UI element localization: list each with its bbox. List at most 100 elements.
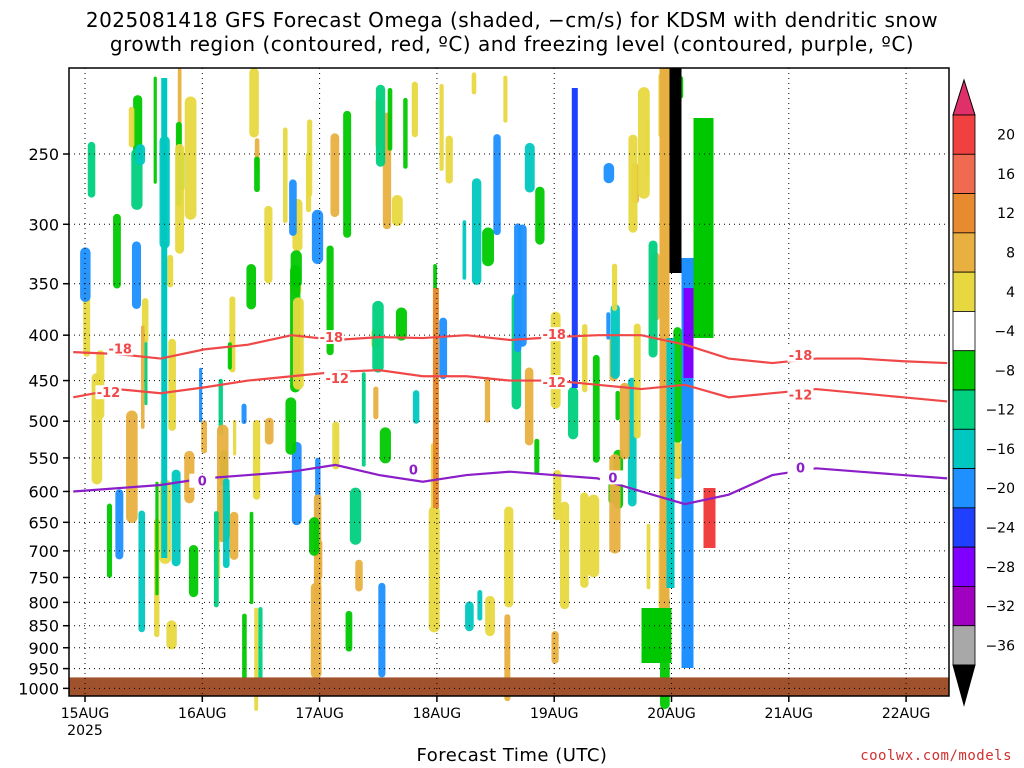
omega-cell <box>462 220 467 280</box>
omega-cell <box>345 610 353 652</box>
y-tick-label: 550 <box>28 449 59 468</box>
omega-cell <box>615 390 620 421</box>
omega-cell <box>485 595 495 637</box>
contour-label-bg <box>400 462 427 477</box>
omega-cell <box>504 506 514 608</box>
omega-cell <box>534 438 540 474</box>
omega-cell <box>592 354 600 463</box>
omega-cell <box>311 209 324 265</box>
x-tick-label: 20AUG <box>647 706 696 722</box>
omega-cell <box>289 179 297 236</box>
x-tick-label: 22AUG <box>882 706 931 722</box>
omega-cell <box>113 213 121 289</box>
y-tick-label: 850 <box>28 617 59 636</box>
contour-labels: -18 -18 -18 -18 -12 -12 -12 -12 0 0 0 0 <box>95 327 814 490</box>
omega-cell <box>535 186 545 245</box>
omega-cell <box>580 492 589 588</box>
y-tick-label: 600 <box>28 482 59 501</box>
omega-cell <box>641 608 672 663</box>
omega-cell <box>168 338 176 431</box>
contour-label-bg <box>324 370 351 385</box>
omega-cell <box>171 469 181 567</box>
y-tick-label: 1000 <box>18 679 59 698</box>
x-tick-label: 16AUG <box>178 706 227 722</box>
omega-cell <box>693 118 714 338</box>
omega-cell <box>646 523 651 590</box>
contour-label-bg <box>189 473 216 488</box>
omega-cell <box>411 81 418 138</box>
omega-cell <box>471 178 482 286</box>
omega-cell <box>155 481 159 596</box>
omega-cell <box>355 559 363 592</box>
contour-label: 0 <box>198 475 207 490</box>
contour-label: 0 <box>409 463 418 478</box>
colorbar: 20 16 12 8 4 −4 −8 −12 −16 −20 −24 −28 −32 −36 <box>952 78 1015 707</box>
omega-cell <box>343 110 352 238</box>
omega-cell <box>252 419 261 500</box>
omega-cell <box>126 410 138 523</box>
omega-cell <box>553 470 562 521</box>
omega-cell <box>184 96 197 220</box>
colorbar-segment <box>952 468 976 509</box>
colorbar-label: 20 <box>997 128 1015 144</box>
colorbar-label: −36 <box>985 638 1015 654</box>
contour-label-bg <box>107 341 134 356</box>
colorbar-top-arrow <box>952 78 976 116</box>
omega-cell <box>648 240 658 358</box>
colorbar-segment <box>952 153 976 194</box>
omega-cell <box>249 68 259 138</box>
omega-cell <box>128 106 135 148</box>
x-tick-label: 19AUG <box>530 706 579 722</box>
omega-cell <box>493 134 501 236</box>
plot-frame <box>68 67 950 697</box>
y-tick-label: 500 <box>28 412 59 431</box>
colorbar-label: 8 <box>1006 246 1015 262</box>
omega-cell <box>213 511 219 608</box>
contour-label: 0 <box>608 471 617 486</box>
colorbar-label: −8 <box>994 363 1015 379</box>
omega-cell <box>326 245 334 356</box>
x-tick-label: 21AUG <box>765 706 814 722</box>
omega-cell <box>524 367 534 446</box>
omega-cell <box>683 288 694 378</box>
omega-cell <box>550 311 561 409</box>
x-tick-label: 18AUG <box>413 706 462 722</box>
colorbar-label: −24 <box>985 521 1015 537</box>
omega-cell <box>610 304 620 379</box>
omega-cell <box>87 141 96 198</box>
omega-cell <box>223 478 230 569</box>
omega-cell <box>465 601 474 632</box>
omega-cell <box>135 143 146 166</box>
omega-cell <box>144 339 148 406</box>
y-tick-label: 800 <box>28 593 59 612</box>
colorbar-segment <box>952 389 976 430</box>
y-tick-label: 350 <box>28 275 59 294</box>
colorbar-segment <box>952 586 976 627</box>
omega-cell <box>241 403 247 425</box>
colorbar-bottom-arrow <box>952 664 976 707</box>
ground-fill <box>69 677 949 696</box>
omega-cell <box>482 227 494 267</box>
y-tick-label: 400 <box>28 326 59 345</box>
axes <box>63 67 950 702</box>
contour-label: -12 <box>542 376 566 391</box>
contour-label-bg <box>318 330 345 345</box>
contour-label-bg <box>787 460 814 475</box>
colorbar-segment <box>952 232 976 273</box>
omega-cell <box>666 338 675 588</box>
contour-label: -18 <box>320 331 344 346</box>
omega-cell <box>373 386 379 420</box>
contour-label: -12 <box>789 389 813 404</box>
colorbar-label: −12 <box>985 403 1015 419</box>
omega-cell <box>484 376 491 423</box>
contour-label: -12 <box>97 386 121 401</box>
omega-cell <box>439 317 448 380</box>
omega-cell <box>391 194 403 227</box>
omega-cell <box>330 133 340 218</box>
omega-cell <box>229 511 239 560</box>
omega-cell <box>254 156 260 193</box>
omega-cell <box>477 590 483 621</box>
omega-cell <box>582 324 588 393</box>
omega-cell <box>199 367 203 423</box>
